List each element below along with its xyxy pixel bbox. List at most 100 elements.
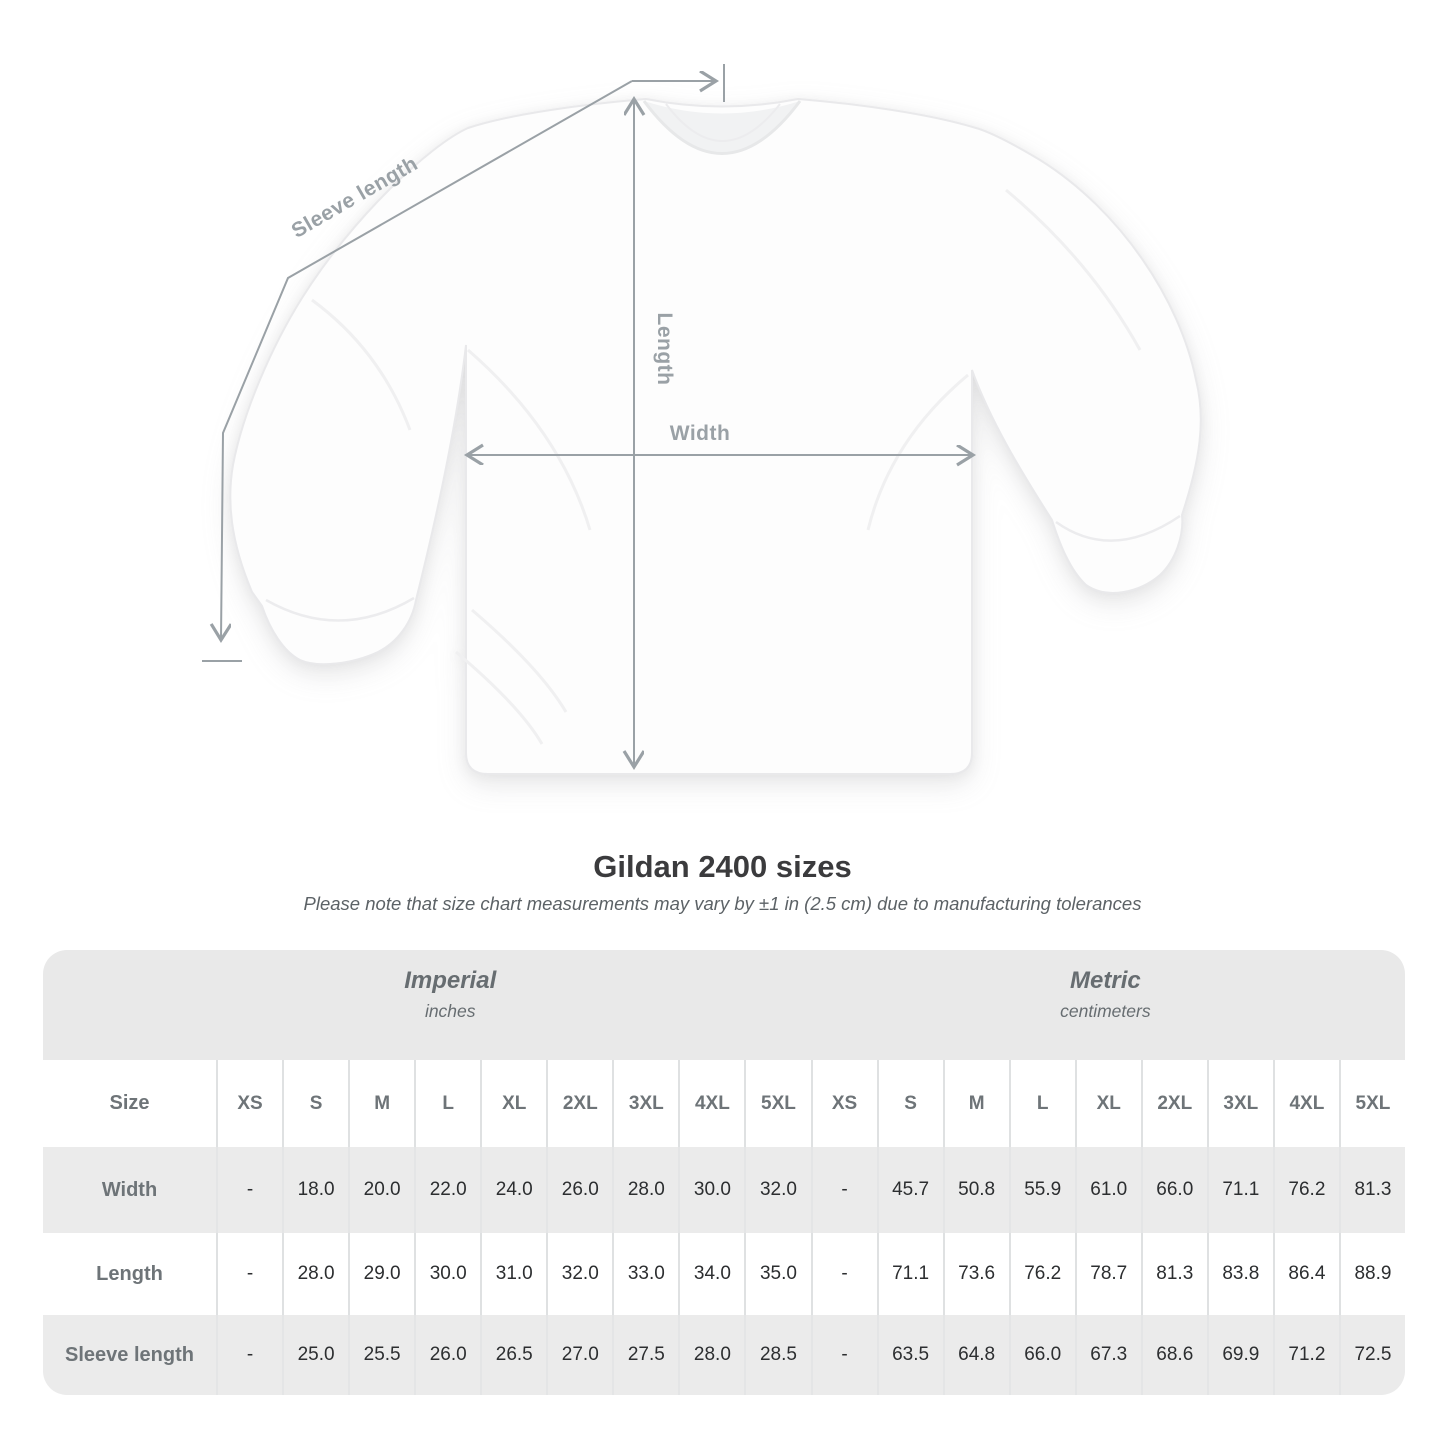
size-header: S xyxy=(282,1060,348,1147)
size-header: M xyxy=(348,1060,414,1147)
value-cell: 72.5 xyxy=(1338,1315,1405,1395)
row-label: Length xyxy=(96,1262,163,1285)
value-cell: 35.0 xyxy=(744,1233,810,1315)
value-cell: 73.6 xyxy=(942,1233,1009,1315)
value-cell: 34.0 xyxy=(678,1233,744,1315)
value-cell: 76.2 xyxy=(1272,1147,1339,1233)
value-cell: 66.0 xyxy=(1008,1315,1075,1395)
tolerance-note: Please note that size chart measurements… xyxy=(303,893,1142,914)
value-cell: 86.4 xyxy=(1272,1233,1339,1315)
value-cell: 25.0 xyxy=(282,1315,348,1395)
table-row-sleeve-length: Sleeve length - 25.0 25.5 26.0 26.5 27.0… xyxy=(43,1315,1405,1395)
value-cell: 30.0 xyxy=(678,1147,744,1233)
value-cell: 69.9 xyxy=(1206,1315,1273,1395)
value-cell: 78.7 xyxy=(1074,1233,1141,1315)
unit-header-band: Imperial inches Metric centimeters xyxy=(43,950,1405,1060)
value-cell: 26.5 xyxy=(480,1315,546,1395)
value-cell: 28.0 xyxy=(678,1315,744,1395)
value-cell: 27.5 xyxy=(612,1315,678,1395)
size-header: XL xyxy=(1074,1060,1141,1147)
value-cell: - xyxy=(810,1315,877,1395)
right-cuff-seam xyxy=(1055,514,1181,542)
length-label: Length xyxy=(653,313,676,386)
imperial-header: Imperial inches xyxy=(250,950,650,1022)
size-header: L xyxy=(414,1060,480,1147)
long-sleeve-shirt-illustration xyxy=(229,97,1202,775)
measurement-annotations xyxy=(202,64,973,767)
metric-unit: centimeters xyxy=(1060,1001,1151,1021)
size-table: Imperial inches Metric centimeters Size … xyxy=(43,950,1405,1395)
size-header: XL xyxy=(480,1060,546,1147)
value-cell: 45.7 xyxy=(876,1147,943,1233)
imperial-title: Imperial xyxy=(404,967,497,994)
value-cell: 81.3 xyxy=(1140,1233,1207,1315)
size-header: 3XL xyxy=(612,1060,678,1147)
value-cell: - xyxy=(810,1147,877,1233)
size-col-header: Size xyxy=(109,1092,150,1114)
size-header: XS xyxy=(216,1060,282,1147)
value-cell: - xyxy=(216,1147,282,1233)
size-header: 4XL xyxy=(678,1060,744,1147)
size-header: S xyxy=(876,1060,943,1147)
value-cell: 26.0 xyxy=(414,1315,480,1395)
value-cell: 30.0 xyxy=(414,1233,480,1315)
shirt-outline xyxy=(229,97,1202,775)
value-cell: 25.5 xyxy=(348,1315,414,1395)
value-cell: 83.8 xyxy=(1206,1233,1273,1315)
value-cell: 22.0 xyxy=(414,1147,480,1233)
width-label: Width xyxy=(670,422,731,445)
value-cell: 32.0 xyxy=(546,1233,612,1315)
collar-band-inner xyxy=(665,103,781,142)
value-cell: 50.8 xyxy=(942,1147,1009,1233)
value-cell: 18.0 xyxy=(282,1147,348,1233)
table-row-length: Length - 28.0 29.0 30.0 31.0 32.0 33.0 3… xyxy=(43,1233,1405,1315)
collar-band xyxy=(642,100,802,155)
left-cuff-seam xyxy=(265,596,415,622)
size-header: 3XL xyxy=(1206,1060,1273,1147)
value-cell: 88.9 xyxy=(1338,1233,1405,1315)
value-cell: 71.1 xyxy=(1206,1147,1273,1233)
value-cell: 29.0 xyxy=(348,1233,414,1315)
table-row-width: Width - 18.0 20.0 22.0 24.0 26.0 28.0 30… xyxy=(43,1147,1405,1233)
value-cell: 32.0 xyxy=(744,1147,810,1233)
value-cell: 76.2 xyxy=(1008,1233,1075,1315)
shirt-measurement-diagram: Sleeve length Length Width xyxy=(202,64,1202,775)
value-cell: - xyxy=(810,1233,877,1315)
value-cell: 28.0 xyxy=(612,1147,678,1233)
row-label: Sleeve length xyxy=(65,1343,194,1366)
value-cell: - xyxy=(216,1315,282,1395)
value-cell: 28.0 xyxy=(282,1233,348,1315)
value-cell: 64.8 xyxy=(942,1315,1009,1395)
value-cell: 71.1 xyxy=(876,1233,943,1315)
size-header: 2XL xyxy=(1140,1060,1207,1147)
value-cell: 24.0 xyxy=(480,1147,546,1233)
value-cell: 61.0 xyxy=(1074,1147,1141,1233)
value-cell: 33.0 xyxy=(612,1233,678,1315)
size-header: 2XL xyxy=(546,1060,612,1147)
value-cell: 26.0 xyxy=(546,1147,612,1233)
sleeve-length-line xyxy=(221,80,633,640)
size-header: 5XL xyxy=(1338,1060,1405,1147)
value-cell: 55.9 xyxy=(1008,1147,1075,1233)
metric-title: Metric xyxy=(1070,967,1141,994)
size-header: XS xyxy=(810,1060,877,1147)
value-cell: 31.0 xyxy=(480,1233,546,1315)
page-title: Gildan 2400 sizes xyxy=(593,849,852,884)
value-cell: 67.3 xyxy=(1074,1315,1141,1395)
size-header: L xyxy=(1008,1060,1075,1147)
value-cell: 63.5 xyxy=(876,1315,943,1395)
row-label: Width xyxy=(101,1178,158,1201)
value-cell: 28.5 xyxy=(744,1315,810,1395)
value-cell: 20.0 xyxy=(348,1147,414,1233)
value-cell: 71.2 xyxy=(1272,1315,1339,1395)
size-header: 4XL xyxy=(1272,1060,1339,1147)
size-header: M xyxy=(942,1060,1009,1147)
imperial-unit: inches xyxy=(424,1001,476,1021)
size-header: 5XL xyxy=(744,1060,810,1147)
value-cell: 27.0 xyxy=(546,1315,612,1395)
value-cell: 68.6 xyxy=(1140,1315,1207,1395)
value-cell: - xyxy=(216,1233,282,1315)
size-header-row: Size XS S M L XL 2XL 3XL 4XL 5XL XS S M … xyxy=(43,1060,1405,1147)
value-cell: 66.0 xyxy=(1140,1147,1207,1233)
